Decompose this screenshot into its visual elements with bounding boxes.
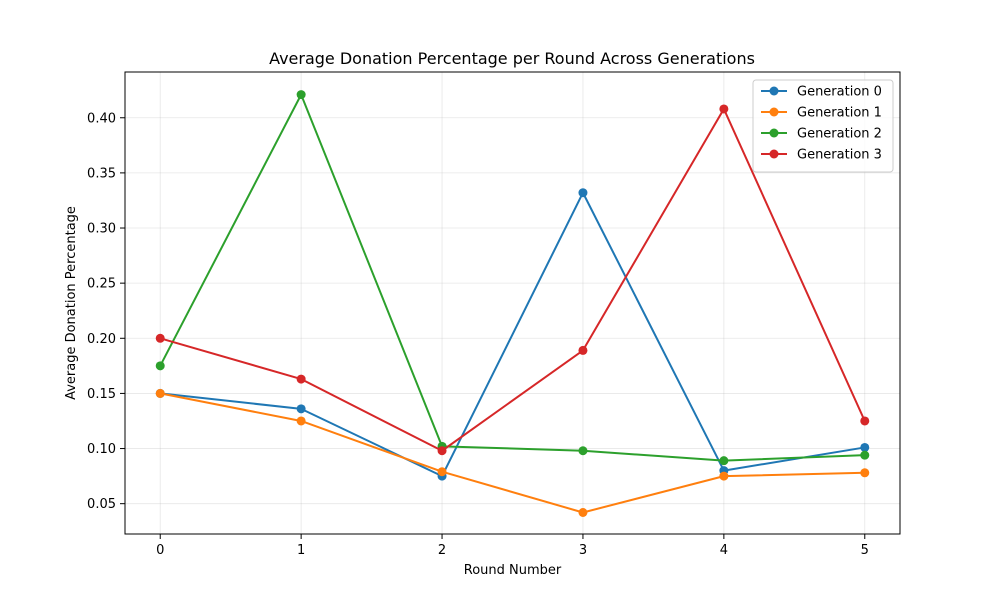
- series-generation-1: [155, 388, 870, 517]
- y-tick-label: 0.40: [87, 111, 116, 126]
- legend-item: Generation 3: [761, 148, 882, 163]
- legend-marker: [769, 86, 779, 96]
- y-tick-label: 0.25: [87, 277, 116, 292]
- x-axis-title: Round Number: [464, 563, 562, 578]
- legend-item: Generation 0: [761, 85, 882, 100]
- legend-label: Generation 3: [797, 148, 882, 163]
- legend-marker: [769, 149, 779, 159]
- legend-marker: [769, 107, 779, 117]
- data-point: [437, 446, 447, 456]
- data-point: [155, 388, 165, 398]
- series-line: [160, 191, 865, 478]
- chart-title: Average Donation Percentage per Round Ac…: [269, 49, 755, 68]
- series-generation-2: [155, 90, 870, 466]
- y-axis-title: Average Donation Percentage: [64, 206, 79, 400]
- series-layer: [155, 90, 870, 517]
- data-point: [860, 442, 870, 452]
- data-point: [437, 467, 447, 477]
- data-point: [578, 507, 588, 517]
- legend-item: Generation 1: [761, 106, 882, 121]
- legend-item: Generation 2: [761, 127, 882, 142]
- data-point: [719, 471, 729, 481]
- legend-marker: [769, 128, 779, 138]
- x-tick-label: 5: [861, 543, 869, 558]
- data-point: [719, 104, 729, 114]
- data-point: [860, 450, 870, 460]
- y-axis: 0.05 0.10 0.15 0.20 0.25 0.30 0.35 0.40: [87, 111, 125, 512]
- x-tick-label: 3: [579, 543, 587, 558]
- x-axis: 0 1 2 3 4 5: [156, 534, 869, 558]
- y-tick-label: 0.10: [87, 442, 116, 457]
- data-point: [296, 404, 306, 414]
- x-tick-label: 2: [438, 543, 446, 558]
- y-tick-label: 0.15: [87, 387, 116, 402]
- series-line: [159, 93, 865, 462]
- x-tick-label: 4: [720, 543, 728, 558]
- y-tick-label: 0.20: [87, 332, 116, 347]
- data-point: [155, 361, 165, 371]
- y-tick-label: 0.05: [87, 497, 116, 512]
- data-point: [860, 468, 870, 478]
- data-point: [155, 333, 165, 343]
- data-point: [296, 374, 306, 384]
- y-tick-label: 0.30: [87, 222, 116, 237]
- legend-label: Generation 2: [797, 127, 882, 142]
- legend-label: Generation 0: [797, 85, 882, 100]
- data-point: [719, 456, 729, 466]
- data-point: [578, 188, 588, 198]
- data-point: [296, 90, 306, 100]
- legend-label: Generation 1: [797, 106, 882, 121]
- legend: Generation 0 Generation 1 Generation 2 Gene…: [752, 79, 894, 173]
- data-point: [296, 416, 306, 426]
- series-line: [159, 107, 866, 452]
- x-tick-label: 1: [297, 543, 305, 558]
- data-point: [578, 446, 588, 456]
- x-tick-label: 0: [156, 543, 164, 558]
- series-line: [160, 392, 865, 514]
- data-point: [578, 345, 588, 355]
- plot-frame: [124, 71, 901, 535]
- data-point: [860, 416, 870, 426]
- series-generation-3: [155, 104, 870, 456]
- y-tick-label: 0.35: [87, 166, 116, 181]
- legend-box: [752, 79, 894, 173]
- series-generation-0: [155, 188, 870, 481]
